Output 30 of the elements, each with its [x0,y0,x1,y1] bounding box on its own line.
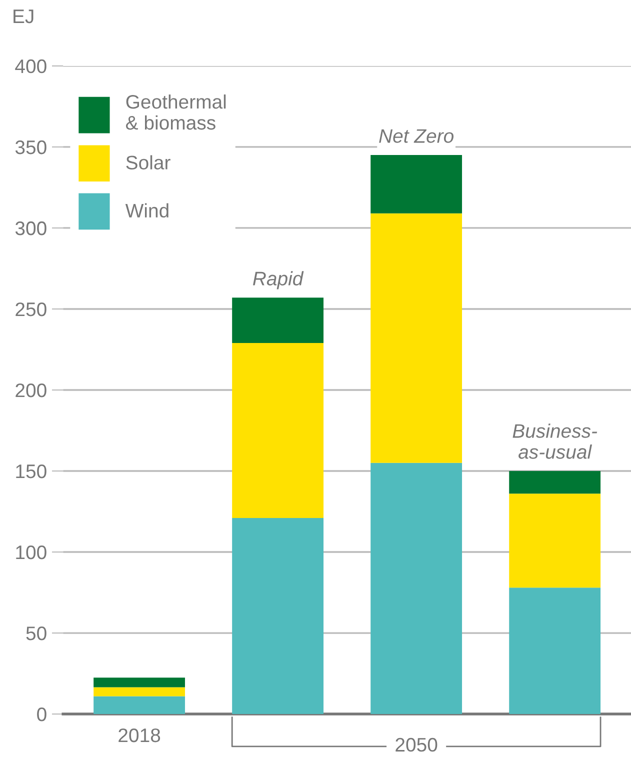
y-axis-title: EJ [14,10,34,24]
bar [370,213,462,463]
y-tick-label: 200 [16,383,46,398]
bar [509,494,601,588]
annotation: Business- as-usual [512,424,598,459]
x-tick-label: 2018 [118,728,160,742]
bar [232,343,324,518]
annotation: Rapid [252,271,304,290]
legend-label: Wind [125,203,168,218]
text: 2050 [396,738,438,752]
y-tick-label: 300 [15,221,46,236]
bar [509,588,601,714]
y-tick-label: 100 [16,545,46,560]
y-tick-label: 400 [15,59,46,74]
bar [94,678,185,688]
legend-label: Solar [126,155,170,170]
y-tick-label: 50 [26,626,46,640]
bar [232,298,324,344]
y-tick-label: 0 [37,708,46,722]
y-tick-label: 250 [16,302,46,316]
bar [94,687,185,696]
bar [232,518,324,714]
bar [94,696,185,714]
bar [370,155,462,214]
y-tick-label: 350 [15,140,46,154]
annotation: Net Zero [379,129,454,143]
bar [370,462,462,714]
legend-label: Geothermal & biomass [126,94,226,130]
bar [509,471,601,494]
y-tick-label: 150 [16,464,46,478]
